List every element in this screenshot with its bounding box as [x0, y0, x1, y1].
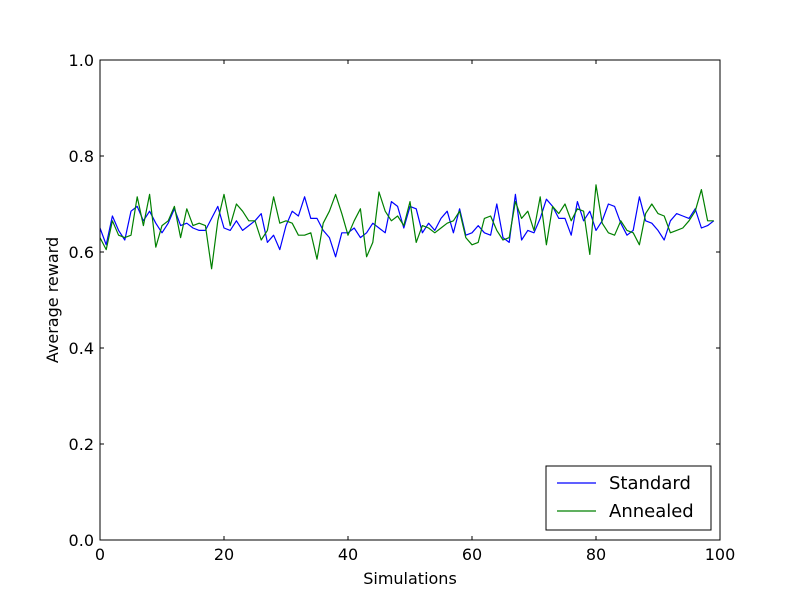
x-tick-label: 100	[705, 545, 736, 564]
legend-label-standard: Standard	[609, 473, 691, 494]
x-axis-label: Simulations	[363, 569, 457, 588]
x-tick-label: 40	[338, 545, 358, 564]
legend-label-annealed: Annealed	[609, 501, 694, 522]
y-tick-label: 0.6	[69, 243, 94, 262]
series-line-annealed	[99, 184, 714, 270]
y-tick-label: 0.0	[69, 531, 94, 550]
y-axis-label: Average reward	[43, 237, 62, 363]
plot-frame	[99, 59, 721, 541]
legend-box	[545, 465, 712, 531]
series-line-standard	[99, 193, 715, 258]
x-tick-label: 20	[214, 545, 234, 564]
x-tick-label: 80	[586, 545, 606, 564]
y-tick-label: 0.4	[69, 339, 94, 358]
plot-area	[100, 60, 720, 540]
legend: Standard Annealed	[545, 465, 712, 531]
y-tick-label: 0.8	[69, 147, 94, 166]
y-tick-label: 1.0	[69, 51, 94, 70]
x-tick-label: 60	[462, 545, 482, 564]
tick-layer: 0 20 40 60 80 100 0.0 0.2 0.4 0.6 0.8 1.0	[69, 51, 736, 564]
x-tick-label: 0	[95, 545, 105, 564]
series-layer	[99, 184, 715, 270]
y-tick-label: 0.2	[69, 435, 94, 454]
